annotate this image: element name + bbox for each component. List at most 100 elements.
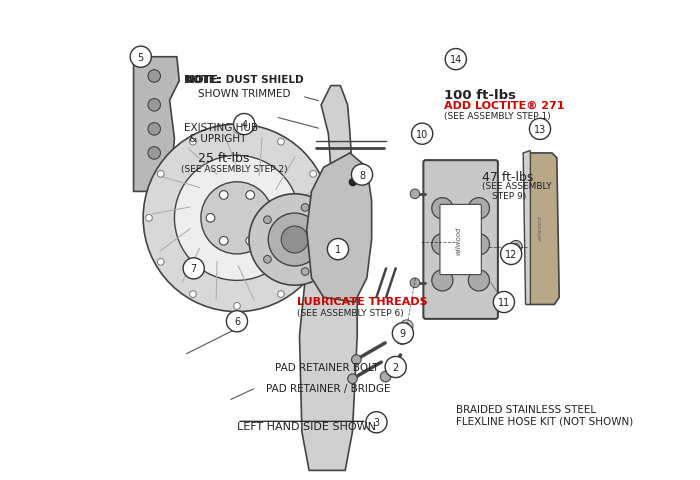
Circle shape — [395, 332, 408, 345]
FancyBboxPatch shape — [424, 161, 498, 319]
Text: NOTE:: NOTE: — [184, 74, 220, 84]
Circle shape — [246, 237, 255, 246]
Circle shape — [351, 165, 372, 186]
Text: 13: 13 — [534, 125, 546, 134]
Circle shape — [249, 194, 340, 286]
Circle shape — [190, 291, 196, 298]
Text: PAD RETAINER BOLT: PAD RETAINER BOLT — [275, 362, 379, 372]
Polygon shape — [523, 151, 531, 305]
Circle shape — [174, 156, 300, 281]
Polygon shape — [307, 154, 372, 302]
Circle shape — [246, 191, 255, 200]
Text: 3: 3 — [373, 418, 379, 427]
Circle shape — [146, 215, 153, 222]
Text: (SEE ASSEMBLY: (SEE ASSEMBLY — [482, 181, 552, 191]
Text: 9: 9 — [400, 329, 406, 338]
Circle shape — [348, 374, 357, 384]
Circle shape — [321, 215, 328, 222]
Text: 12: 12 — [505, 250, 517, 259]
Circle shape — [278, 139, 284, 146]
Circle shape — [351, 355, 361, 365]
Text: ●: ● — [347, 176, 357, 186]
Circle shape — [410, 190, 420, 199]
Circle shape — [400, 320, 413, 333]
Circle shape — [310, 259, 316, 266]
Circle shape — [432, 270, 453, 291]
Text: 25 ft-lbs: 25 ft-lbs — [199, 151, 250, 164]
Text: 4: 4 — [241, 120, 247, 130]
Circle shape — [130, 47, 151, 68]
Circle shape — [234, 303, 240, 310]
Circle shape — [201, 182, 273, 254]
Circle shape — [264, 216, 272, 224]
Polygon shape — [526, 154, 559, 305]
Text: FLEXLINE HOSE KIT (NOT SHOWN): FLEXLINE HOSE KIT (NOT SHOWN) — [456, 415, 633, 425]
Text: (SEE ASSEMBLY STEP 6): (SEE ASSEMBLY STEP 6) — [297, 308, 404, 317]
Polygon shape — [300, 86, 357, 470]
Circle shape — [158, 171, 164, 178]
Circle shape — [328, 239, 349, 260]
Circle shape — [226, 311, 248, 332]
Circle shape — [234, 114, 255, 135]
Text: 8: 8 — [359, 170, 365, 180]
Circle shape — [385, 357, 406, 378]
Text: 14: 14 — [449, 55, 462, 65]
Circle shape — [183, 258, 204, 279]
Circle shape — [404, 324, 410, 329]
Text: 47 ft-lbs: 47 ft-lbs — [482, 170, 533, 183]
Text: STEP 9): STEP 9) — [492, 192, 526, 201]
Circle shape — [512, 244, 519, 251]
Circle shape — [529, 119, 551, 140]
Text: & UPRIGHT: & UPRIGHT — [189, 133, 246, 144]
Circle shape — [219, 191, 228, 200]
Circle shape — [366, 412, 387, 433]
Text: 100 ft-lbs: 100 ft-lbs — [444, 89, 516, 102]
Circle shape — [206, 214, 215, 223]
Circle shape — [468, 234, 489, 255]
Circle shape — [219, 237, 228, 246]
Circle shape — [190, 139, 196, 146]
Text: wilwood: wilwood — [455, 226, 461, 254]
Circle shape — [264, 256, 272, 264]
Circle shape — [148, 99, 160, 112]
Circle shape — [380, 372, 391, 382]
Text: PAD RETAINER / BRIDGE: PAD RETAINER / BRIDGE — [266, 383, 391, 393]
Text: NOTE: DUST SHIELD: NOTE: DUST SHIELD — [186, 74, 304, 84]
Circle shape — [494, 292, 514, 313]
Polygon shape — [134, 58, 179, 192]
Text: LUBRICATE THREADS: LUBRICATE THREADS — [297, 297, 428, 307]
Circle shape — [278, 291, 284, 298]
Text: 2: 2 — [393, 362, 399, 372]
Text: 7: 7 — [190, 264, 197, 274]
Circle shape — [500, 244, 522, 265]
Text: 11: 11 — [498, 298, 510, 307]
Text: ADD LOCTITE® 271: ADD LOCTITE® 271 — [444, 101, 564, 111]
Circle shape — [392, 323, 414, 344]
Circle shape — [399, 336, 405, 341]
Circle shape — [445, 49, 466, 71]
Text: (SEE ASSEMBLY STEP 2): (SEE ASSEMBLY STEP 2) — [181, 164, 287, 173]
Text: (SEE ASSEMBLY STEP 1): (SEE ASSEMBLY STEP 1) — [444, 111, 550, 120]
Circle shape — [468, 198, 489, 219]
Text: wilwood: wilwood — [538, 215, 542, 241]
Circle shape — [410, 278, 420, 288]
Text: 1: 1 — [335, 245, 341, 254]
Circle shape — [432, 198, 453, 219]
Text: LEFT HAND SIDE SHOWN: LEFT HAND SIDE SHOWN — [237, 421, 376, 432]
Text: 5: 5 — [138, 53, 144, 62]
Circle shape — [432, 234, 453, 255]
Text: 10: 10 — [416, 130, 428, 139]
Circle shape — [468, 270, 489, 291]
Text: SHOWN TRIMMED: SHOWN TRIMMED — [199, 89, 291, 99]
Circle shape — [281, 227, 308, 253]
Text: EXISTING HUB: EXISTING HUB — [184, 122, 258, 132]
Text: 6: 6 — [234, 317, 240, 326]
FancyBboxPatch shape — [440, 205, 482, 275]
Circle shape — [158, 259, 164, 266]
Circle shape — [301, 268, 309, 276]
Text: BRAIDED STAINLESS STEEL: BRAIDED STAINLESS STEEL — [456, 404, 596, 414]
Circle shape — [148, 71, 160, 83]
Circle shape — [412, 124, 433, 145]
Circle shape — [144, 125, 331, 312]
Circle shape — [310, 171, 316, 178]
